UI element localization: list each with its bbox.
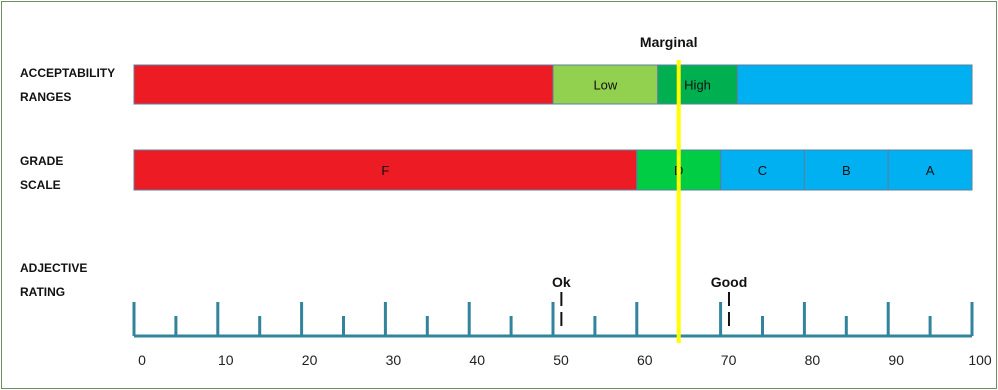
axis-tick-label: 20: [302, 352, 318, 368]
axis-tick-label: 80: [805, 352, 821, 368]
acceptability-label-line2: RANGES: [20, 90, 71, 104]
grade-label-line2: SCALE: [20, 178, 61, 192]
axis-tick-label: 70: [721, 352, 737, 368]
marginal-marker-label: Marginal: [640, 34, 698, 50]
grade-segment-label: C: [758, 163, 767, 178]
acceptability-bar: Low High: [133, 64, 973, 105]
adjective-label-line1: ADJECTIVE: [20, 261, 87, 275]
acceptability-segment-label: Low: [593, 78, 617, 93]
grade-bar: FDCBA: [133, 149, 973, 191]
score-axis: 0 10 20 30 40 50 60 70 80 90 100: [132, 302, 992, 368]
acceptability-segment: [552, 64, 659, 105]
grade-label-line1: GRADE: [20, 154, 63, 168]
axis-tick-label: 40: [469, 352, 485, 368]
axis-tick-label: 10: [218, 352, 234, 368]
axis-tick-label: 90: [888, 352, 904, 368]
grade-segment: [803, 149, 889, 191]
adjective-markers: Ok Good: [552, 274, 747, 328]
acceptability-segment: [657, 64, 738, 105]
axis-tick-label: 0: [138, 352, 146, 368]
adjective-label-line2: RATING: [20, 285, 65, 299]
adjective-marker-label: Good: [711, 274, 748, 290]
grade-segment-label: F: [381, 163, 389, 178]
axis-tick-label: 100: [968, 352, 992, 368]
acceptability-label-line1: ACCEPTABILITY: [20, 66, 115, 80]
grade-segment: [720, 149, 805, 191]
axis-tick-label: 30: [386, 352, 402, 368]
axis-tick-label: 60: [637, 352, 653, 368]
grade-segment: [887, 149, 973, 191]
grade-segment-label: A: [926, 163, 935, 178]
acceptability-segment: [736, 64, 973, 105]
adjective-marker-label: Ok: [552, 274, 571, 290]
acceptability-segment-label: High: [684, 78, 711, 93]
grade-segment-label: B: [842, 163, 851, 178]
acceptability-segment: [133, 64, 554, 105]
axis-tick-label: 50: [553, 352, 569, 368]
